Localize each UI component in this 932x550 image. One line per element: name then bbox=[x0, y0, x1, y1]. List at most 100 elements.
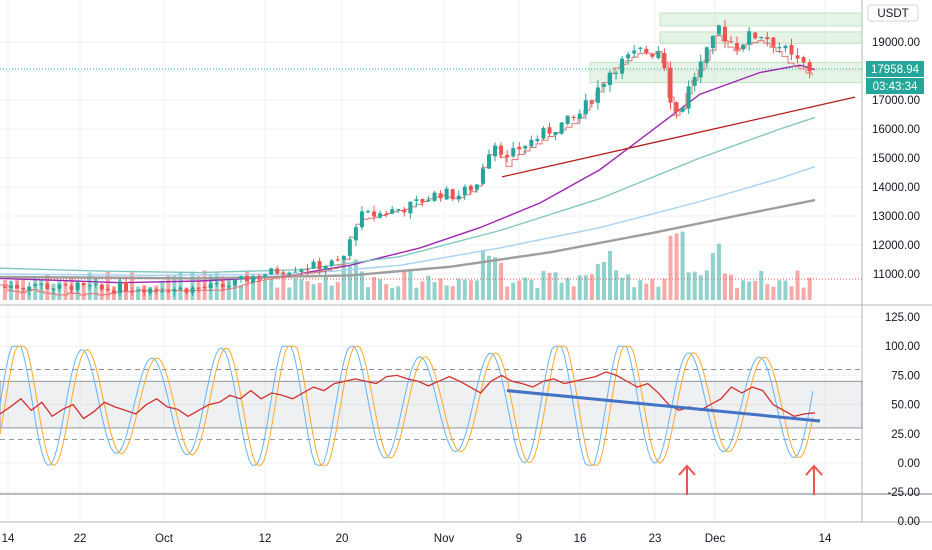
candle-body bbox=[323, 266, 328, 270]
rsi-line bbox=[0, 371, 816, 420]
time-axis-tick: Oct bbox=[155, 533, 174, 545]
volume-bar bbox=[474, 280, 479, 300]
stoch-k-line bbox=[0, 345, 814, 466]
volume-bar bbox=[722, 273, 727, 300]
candle-body bbox=[408, 201, 413, 214]
volume-bar bbox=[468, 280, 473, 300]
volume-bar bbox=[432, 282, 437, 300]
volume-bar bbox=[735, 287, 740, 300]
currency-badge-bg[interactable] bbox=[867, 4, 919, 22]
candle-body bbox=[577, 113, 582, 119]
zone-rect bbox=[659, 12, 863, 27]
price-axis-tick: 14000.00 bbox=[872, 182, 920, 194]
candle-body bbox=[517, 146, 522, 150]
volume-bar bbox=[3, 280, 7, 300]
candle-body bbox=[505, 154, 510, 158]
price-candles[interactable] bbox=[3, 19, 812, 297]
candle-body bbox=[402, 209, 407, 213]
volume-bar bbox=[777, 280, 782, 300]
currency-badge[interactable]: USDT bbox=[877, 8, 908, 20]
candle-body bbox=[196, 287, 201, 289]
candle-body bbox=[420, 198, 425, 203]
candle-body bbox=[81, 282, 86, 286]
candle-body bbox=[541, 127, 546, 139]
candle-body bbox=[226, 285, 231, 288]
candle-body bbox=[668, 67, 673, 103]
volume-bar bbox=[263, 280, 268, 300]
candle-body bbox=[372, 211, 377, 217]
volume-bar bbox=[402, 270, 407, 300]
candle-body bbox=[335, 259, 340, 261]
volume-bar bbox=[741, 280, 746, 300]
volume-bar bbox=[601, 261, 606, 300]
candle-body bbox=[559, 122, 564, 134]
candle-body bbox=[735, 43, 740, 50]
candle-body bbox=[148, 288, 153, 294]
candle-body bbox=[220, 284, 225, 288]
oscillator-axis-tick: 100.00 bbox=[885, 341, 920, 353]
volume-bar bbox=[662, 278, 667, 300]
candle-body bbox=[105, 288, 110, 291]
volume-bar bbox=[535, 287, 540, 300]
candle-body bbox=[499, 145, 504, 155]
oscillator-trend-line bbox=[506, 389, 821, 423]
candle-body bbox=[807, 62, 812, 72]
candle-body bbox=[245, 276, 249, 282]
volume-bar bbox=[704, 270, 709, 300]
oscillator-axis-tick: 75.00 bbox=[891, 370, 920, 382]
moving-average-line bbox=[0, 166, 816, 277]
candle-body bbox=[583, 100, 588, 115]
volume-bar bbox=[626, 274, 631, 300]
candle-body bbox=[710, 35, 715, 49]
candle-body bbox=[142, 290, 147, 293]
candle-body bbox=[589, 101, 594, 104]
volume-bar bbox=[680, 231, 685, 300]
volume-bar bbox=[238, 284, 243, 300]
candle-body bbox=[426, 199, 431, 202]
oscillator-axis-tick: 50.00 bbox=[891, 400, 920, 412]
candle-body bbox=[347, 239, 352, 256]
price-badge-bg bbox=[866, 61, 924, 77]
countdown-timer: 03:43:34 bbox=[873, 81, 918, 93]
candle-body bbox=[765, 37, 770, 40]
candle-body bbox=[704, 47, 709, 64]
volume-bar bbox=[523, 277, 528, 300]
volume-bar bbox=[99, 284, 104, 300]
candle-body bbox=[632, 50, 637, 54]
candle-body bbox=[608, 72, 612, 86]
volume-bar bbox=[632, 287, 637, 300]
candle-body bbox=[595, 87, 600, 103]
lower-pane-axis-tick: 0.00 bbox=[898, 516, 920, 528]
volume-bar bbox=[517, 280, 522, 300]
volume-bar bbox=[359, 271, 364, 300]
oscillator-band bbox=[0, 380, 863, 429]
volume-bar bbox=[571, 286, 576, 300]
volume-bar bbox=[589, 274, 594, 300]
candle-body bbox=[69, 286, 74, 290]
candle-body bbox=[571, 116, 576, 119]
price-axis-tick: 11000.00 bbox=[873, 269, 920, 281]
volume-bar bbox=[686, 272, 691, 300]
candle-body bbox=[87, 285, 92, 287]
candle-body bbox=[789, 44, 794, 55]
candle-body bbox=[93, 283, 98, 285]
time-axis-tick: 12 bbox=[259, 533, 272, 545]
volume-bar bbox=[384, 284, 389, 300]
volume-bar bbox=[63, 279, 68, 300]
volume-bar bbox=[408, 270, 413, 300]
candle-body bbox=[202, 286, 207, 289]
candle-body bbox=[432, 192, 437, 202]
price-axis-tick: 16000.00 bbox=[872, 124, 920, 136]
candle-body bbox=[111, 290, 116, 293]
candle-body bbox=[51, 288, 56, 290]
candle-body bbox=[716, 25, 721, 35]
volume-bar bbox=[553, 272, 558, 300]
arrow-up-icon bbox=[678, 464, 696, 476]
candle-body bbox=[317, 261, 322, 270]
oscillator-axis-tick: 0.00 bbox=[898, 458, 920, 470]
volume-bar bbox=[136, 286, 141, 300]
volume-bar bbox=[311, 284, 316, 300]
price-badge-value: 17958.94 bbox=[871, 64, 920, 76]
volume-bar bbox=[347, 266, 352, 300]
